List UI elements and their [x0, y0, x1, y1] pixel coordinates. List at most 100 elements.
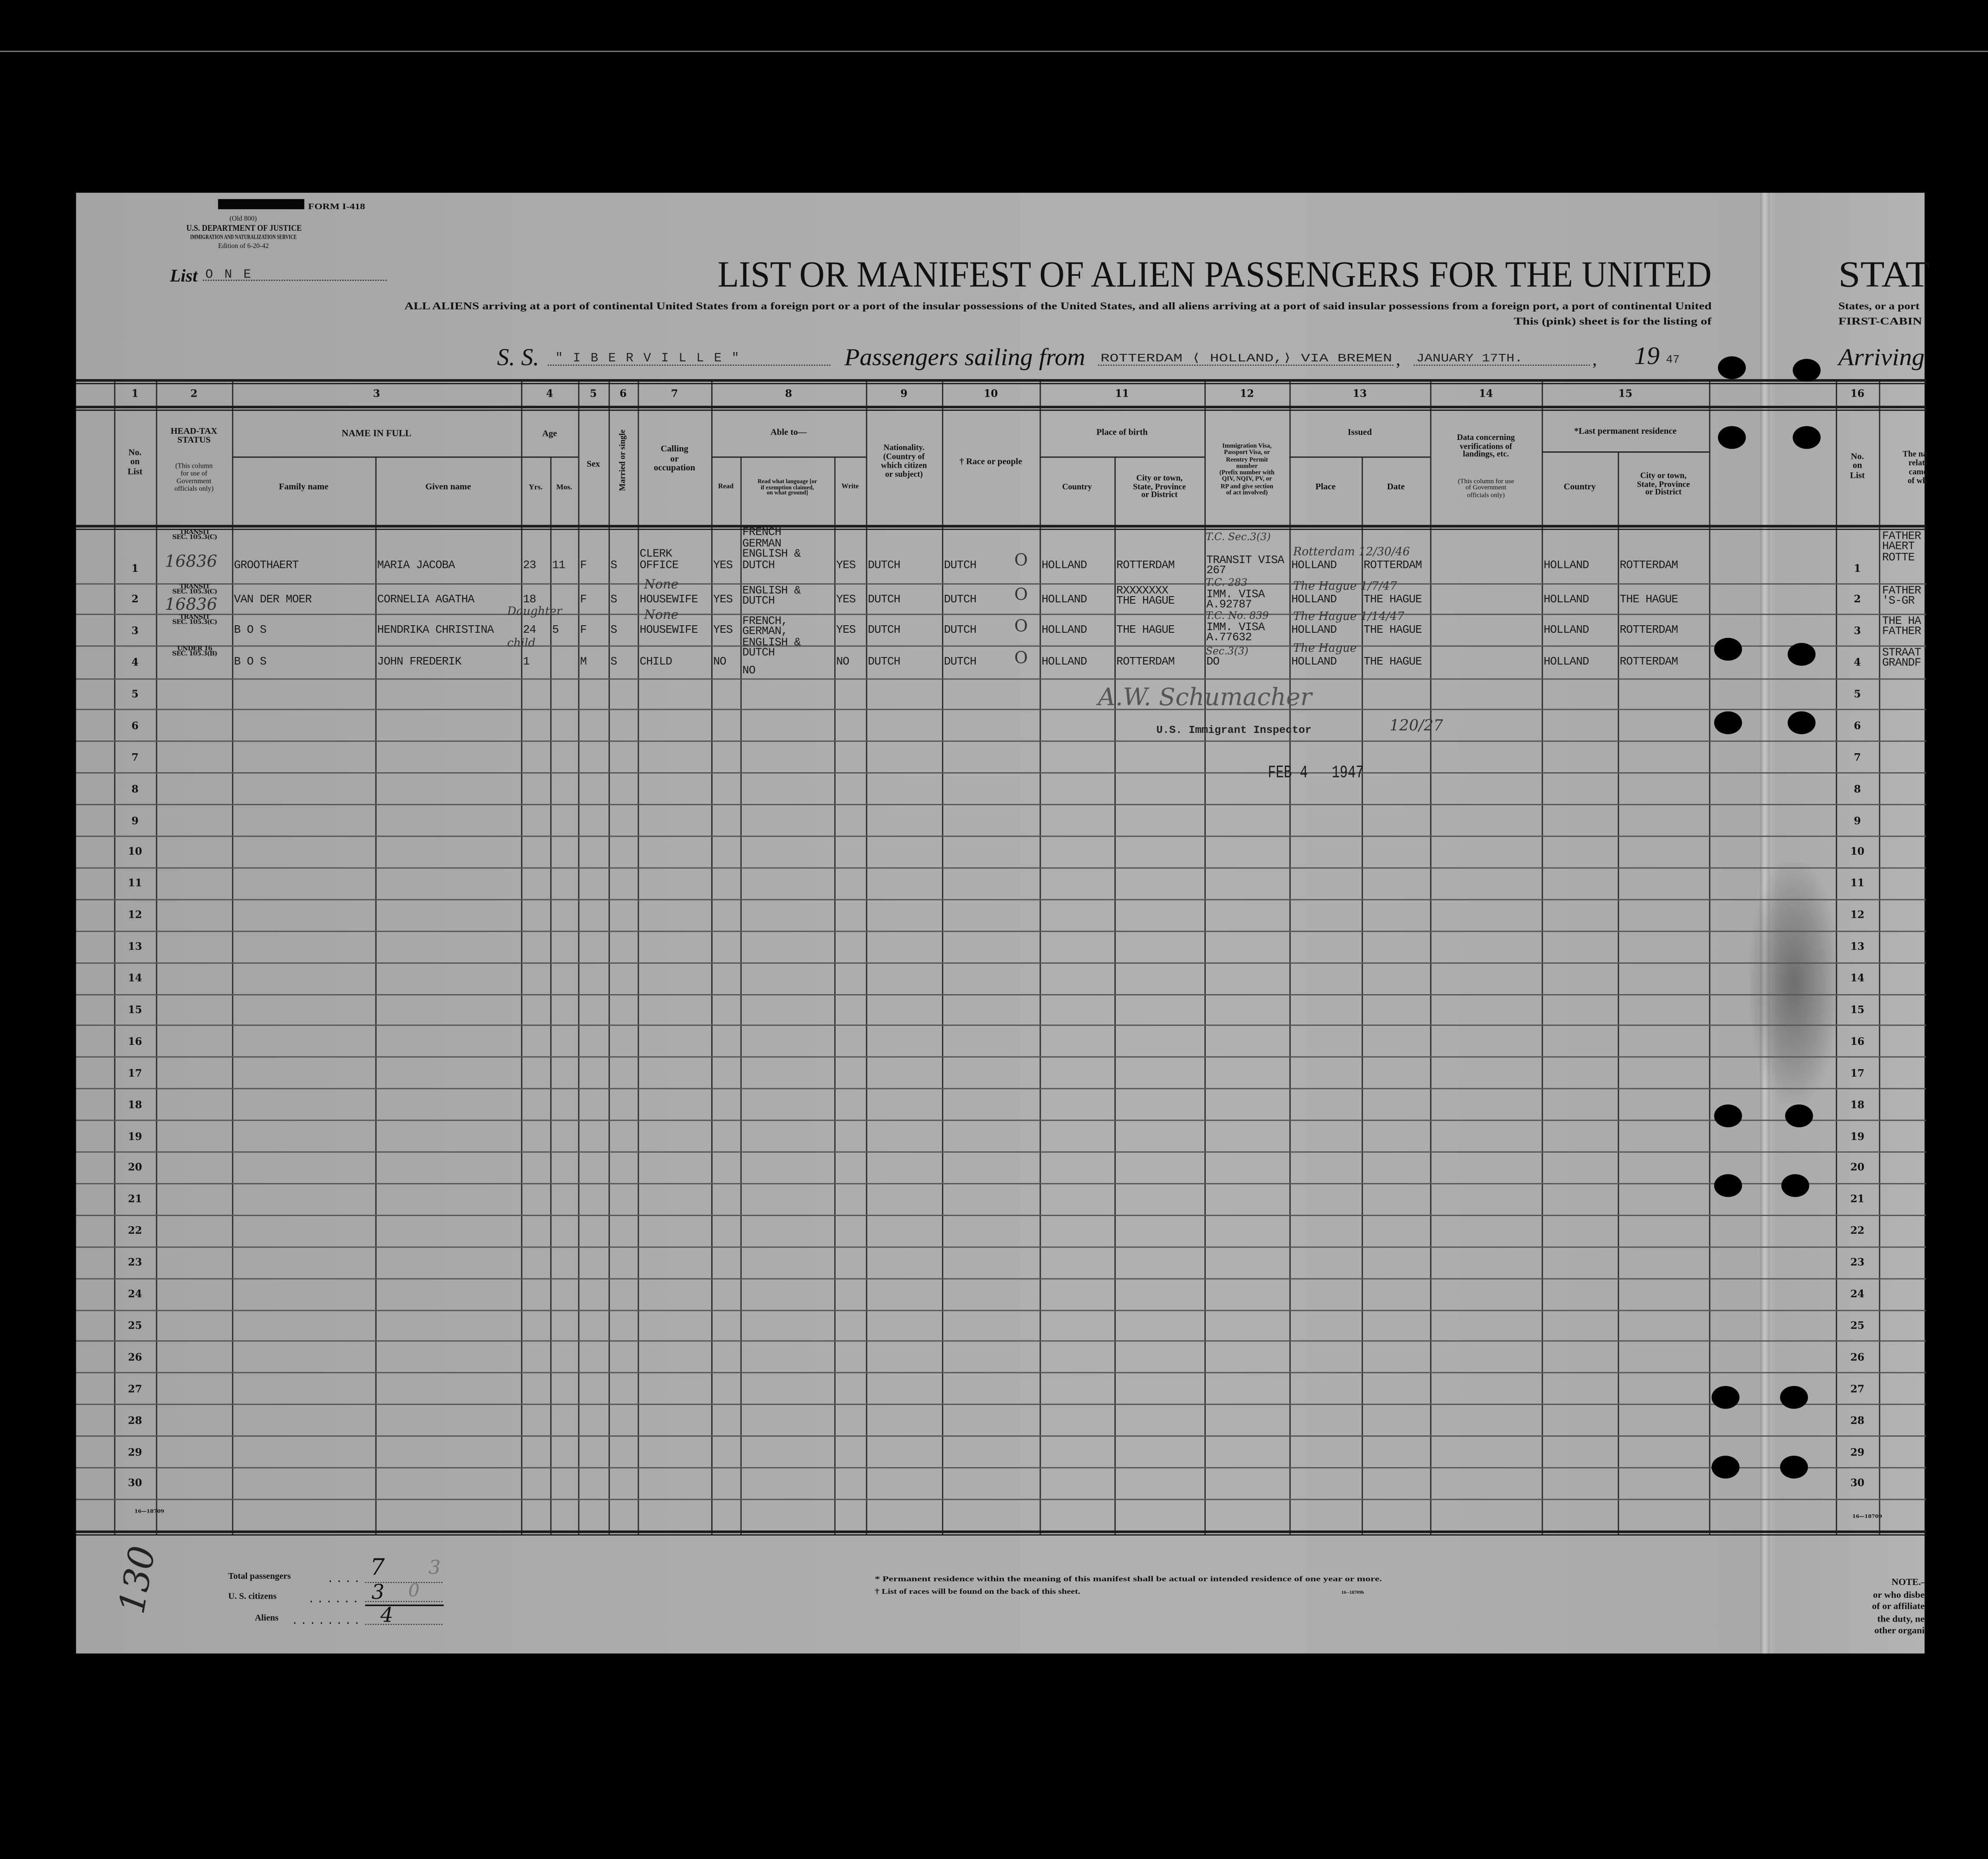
row-number-right: 2: [1853, 592, 1861, 605]
row-rule: [76, 1498, 1926, 1500]
column-rule: [1289, 380, 1291, 1535]
row-number: 23: [128, 1255, 143, 1269]
row-number-right: 23: [1850, 1255, 1864, 1269]
row-number: 3: [131, 623, 139, 636]
row-number-right: 7: [1853, 750, 1861, 763]
column-number: 15: [1618, 387, 1633, 400]
row-number-right: 6: [1853, 718, 1861, 732]
column-rule: [1836, 380, 1837, 1535]
issued-hand-note: The Hague 1/14/47: [1293, 611, 1405, 624]
cell-birth-country: HOLLAND: [1041, 558, 1088, 571]
cell-occupation: HOUSEWIFE: [639, 593, 698, 606]
row-number: 28: [128, 1413, 143, 1426]
row-rule: [76, 677, 1926, 679]
cell-write: NO: [836, 656, 849, 669]
subheader-rule: [232, 456, 521, 458]
header-residence-city: City or town, State, Province or Distric…: [1637, 471, 1690, 498]
row-rule: [76, 1372, 1926, 1374]
column-rule: [1430, 380, 1432, 1535]
print-code-b: 16--18709b: [1341, 1590, 1364, 1595]
hole-punch: [1793, 426, 1821, 449]
hole-punch: [1780, 1386, 1808, 1409]
cell-languages: FRENCH GERMAN ENGLISH & DUTCH: [742, 526, 801, 572]
cell-birth-city: ROTTERDAM: [1116, 656, 1175, 669]
row-number: 1: [131, 562, 139, 575]
column-rule: [1879, 380, 1880, 1535]
cell-nationality: DUTCH: [868, 593, 900, 606]
cell-given: JOHN FREDERIK: [377, 656, 461, 669]
column-number: 9: [900, 387, 908, 400]
cell-read: YES: [713, 558, 733, 571]
row-rule: [76, 583, 1926, 585]
manifest-sheet: [76, 192, 1925, 1654]
row-number-right: 15: [1850, 1003, 1864, 1016]
row-number: 15: [128, 1003, 143, 1016]
column-rule: [866, 380, 867, 1535]
note-line: other organi: [1874, 1624, 1925, 1636]
visa-hand-note: T.C. No. 839: [1205, 610, 1269, 622]
row-number-right: 11: [1850, 876, 1864, 890]
header-family-name: Family name: [279, 482, 329, 492]
row-number-right: 18: [1850, 1097, 1864, 1111]
cell-birth-city: RXXXXXXX THE HAGUE: [1116, 584, 1175, 608]
cell-marital: S: [610, 558, 618, 571]
row-number-right: 28: [1850, 1413, 1864, 1426]
hole-punch: [1714, 711, 1742, 734]
row-rule: [76, 1119, 1926, 1121]
row-number-right: 4: [1853, 655, 1861, 668]
total-passengers-label: Total passengers: [228, 1571, 291, 1581]
cell-birth-country: HOLLAND: [1041, 593, 1088, 606]
form-number: FORM I-418: [308, 202, 365, 211]
cell-mos: 11: [552, 558, 565, 571]
column-number: 13: [1353, 387, 1367, 400]
row-number: 8: [131, 782, 139, 795]
hole-punch: [1714, 1174, 1742, 1197]
header-issued-place: Place: [1315, 482, 1336, 492]
row-number: 11: [128, 876, 143, 890]
column-number: 6: [619, 387, 627, 400]
row-number-right: 1: [1853, 562, 1861, 575]
row-number: 6: [131, 718, 139, 732]
manifest-title: LIST OR MANIFEST OF ALIEN PASSENGERS FOR…: [718, 254, 1712, 295]
race-hand-code: O: [1014, 649, 1028, 668]
cell-res-country: HOLLAND: [1543, 593, 1590, 606]
subtitle-line-1: ALL ALIENS arriving at a port of contine…: [405, 300, 1712, 312]
visa-hand-note: T.C. Sec.3(3): [1205, 531, 1271, 543]
header-name-in-full: NAME IN FULL: [341, 427, 412, 439]
row-number: 30: [128, 1476, 143, 1489]
age-hand-note: child: [507, 637, 536, 650]
row-number: 29: [128, 1445, 143, 1458]
cell-given: CORNELIA AGATHA: [377, 593, 475, 606]
double-rule: [76, 383, 1926, 384]
cell-relative: THE HA FATHER: [1882, 616, 1921, 638]
column-rule: [521, 380, 522, 1535]
header-issued-date: Date: [1387, 482, 1405, 492]
cell-read: NO: [713, 656, 726, 669]
column-number: 11: [1115, 387, 1129, 400]
header-able-to: Able to—: [770, 428, 807, 438]
cell-issued-place: HOLLAND: [1291, 623, 1337, 637]
header-read-language: Read what language [or if exemption clai…: [758, 477, 817, 496]
cell-occupation: HOUSEWIFE: [639, 623, 698, 637]
row-number-right: 25: [1850, 1318, 1864, 1332]
header-calling: Calling or occupation: [653, 444, 695, 473]
header-mos: Mos.: [556, 484, 572, 492]
row-rule: [76, 1467, 1926, 1468]
subheader-rule: [711, 456, 866, 458]
cell-occupation: CLERK OFFICE: [639, 548, 679, 572]
column-number: 2: [190, 387, 198, 400]
column-rule: [1709, 380, 1710, 1535]
cell-nationality: DUTCH: [868, 623, 900, 637]
hole-punch: [1714, 1104, 1742, 1127]
row-rule: [76, 1404, 1926, 1405]
column-rule: [114, 380, 116, 1535]
cell-issued-place: HOLLAND: [1291, 558, 1337, 571]
aliens-label: Aliens: [255, 1613, 279, 1623]
headtax-hand-number: 16836: [165, 595, 218, 615]
row-number: 19: [128, 1129, 143, 1142]
header-nationality: Nationality. (Country of which citizen o…: [881, 444, 927, 479]
row-rule: [76, 1214, 1926, 1216]
